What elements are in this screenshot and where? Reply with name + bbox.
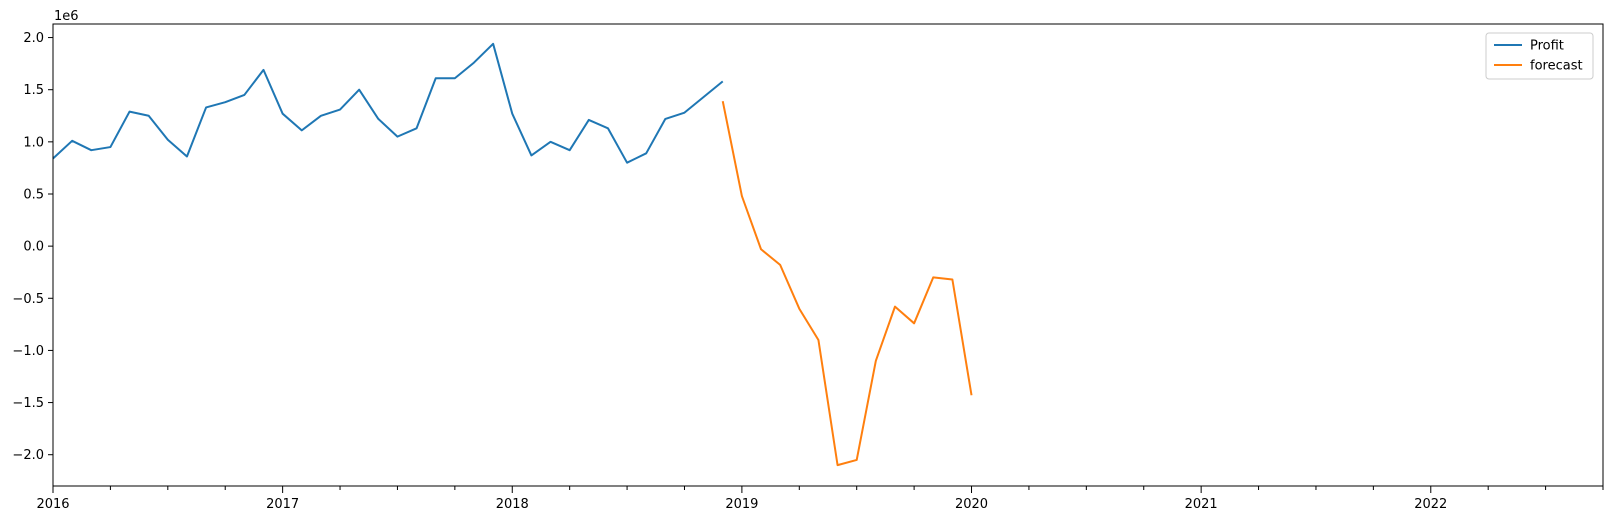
plot-area [52, 23, 1604, 487]
legend-label-profit: Profit [1530, 39, 1564, 54]
x-axis: 2016 2017 2018 2019 2020 2021 2022 [36, 486, 1604, 512]
x-tick-label: 2017 [266, 497, 299, 512]
legend-label-forecast: forecast [1530, 59, 1583, 74]
x-tick-label: 2020 [955, 497, 988, 512]
x-tick-label: 2016 [36, 497, 69, 512]
y-tick-label: −0.5 [12, 292, 44, 307]
y-tick-label: 0.0 [23, 240, 44, 255]
y-tick-label: −1.5 [12, 396, 44, 411]
x-tick-label: 2021 [1185, 497, 1218, 512]
y-tick-label: −2.0 [12, 448, 44, 463]
y-tick-label: −1.0 [12, 344, 44, 359]
plot-frame [52, 23, 1604, 487]
legend: Profit forecast [1485, 32, 1594, 80]
x-tick-label: 2022 [1414, 497, 1447, 512]
y-tick-label: 1.0 [23, 135, 44, 150]
series-line-forecast [721, 100, 973, 467]
y-tick-label: 1.5 [23, 83, 44, 98]
y-axis: −2.0 −1.5 −1.0 −0.5 0.0 0.5 1.0 1.5 2.0 [12, 31, 53, 463]
y-tick-label: 2.0 [23, 31, 44, 46]
x-tick-label: 2019 [725, 497, 758, 512]
x-tick-label: 2018 [496, 497, 529, 512]
y-tick-label: 0.5 [23, 187, 44, 202]
series-line-profit [52, 42, 724, 164]
y-scale-label: 1e6 [54, 9, 79, 24]
